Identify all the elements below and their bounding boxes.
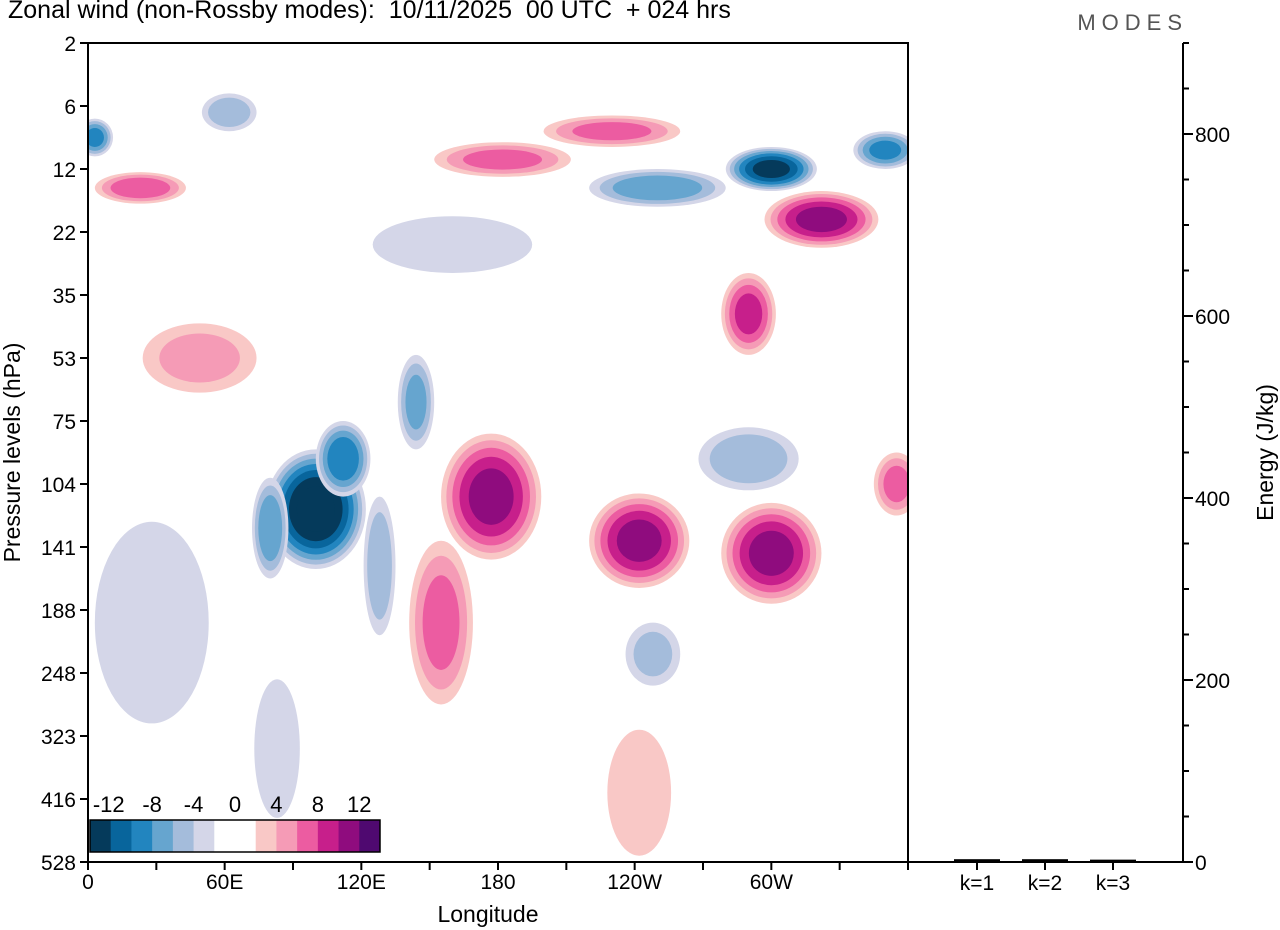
y-tick-label: 35 [53, 285, 76, 308]
colorbar-label: -8 [142, 792, 162, 817]
contour-field [88, 93, 908, 856]
colorbar-swatch [193, 820, 215, 852]
colorbar-swatch [338, 820, 360, 852]
energy-tick-label: 600 [1195, 306, 1230, 329]
x-tick-label: 60W [750, 871, 793, 894]
y-tick-label: 75 [53, 411, 76, 434]
contour-region [405, 374, 427, 430]
colorbar-frame [89, 819, 381, 853]
contour-region [88, 128, 104, 147]
contour-region [633, 631, 673, 677]
contour-region [795, 206, 847, 233]
contour-region [372, 216, 533, 273]
colorbar-label: 8 [312, 792, 324, 817]
x-tick-label: 180 [480, 871, 515, 894]
y-tick-label: 528 [41, 852, 76, 875]
y-tick-label: 323 [41, 726, 76, 749]
x-axis-label: Longitude [437, 901, 538, 927]
contour-region [883, 465, 908, 503]
energy-category-label: k=1 [960, 872, 994, 895]
y-tick-label: 53 [53, 348, 76, 371]
colorbar-swatch [235, 820, 257, 852]
colorbar-swatch [90, 820, 112, 852]
colorbar-label: 12 [347, 792, 371, 817]
contour-region [422, 575, 460, 670]
energy-category-label: k=2 [1028, 872, 1062, 895]
colorbar-swatch [172, 820, 195, 852]
energy-bar [954, 859, 1000, 862]
colorbar-swatch [255, 820, 277, 852]
y-tick-label: 22 [53, 222, 76, 245]
colorbar-swatch [359, 820, 381, 852]
contour-region [468, 468, 514, 525]
y-tick-label: 2 [64, 33, 76, 56]
contour-region [327, 436, 359, 481]
colorbar-swatch [317, 820, 340, 852]
energy-bar [1090, 859, 1136, 862]
contour-region [572, 122, 652, 141]
energy-tick-label: 800 [1195, 124, 1230, 147]
x-tick-label: 120E [337, 871, 386, 894]
contour-region [463, 149, 543, 170]
contour-region [296, 486, 335, 532]
colorbar-swatch [131, 820, 153, 852]
energy-tick-label: 400 [1195, 488, 1230, 511]
colorbar-swatch [110, 820, 132, 852]
energy-bar [1022, 859, 1068, 862]
contour-region [258, 495, 283, 562]
x-tick-label: 120W [607, 871, 662, 894]
y-axis-label: Pressure levels (hPa) [0, 343, 25, 563]
y-tick-label: 12 [53, 159, 76, 182]
contour-region [709, 434, 788, 484]
contour-region [159, 333, 240, 383]
y-tick-label: 141 [41, 537, 76, 560]
y-tick-label: 248 [41, 663, 76, 686]
contour-region [869, 140, 902, 160]
energy-tick-label: 200 [1195, 670, 1230, 693]
y-tick-label: 6 [64, 96, 76, 119]
x-tick-label: 0 [82, 871, 94, 894]
contour-region [616, 519, 662, 562]
energy-category-label: k=3 [1096, 872, 1130, 895]
y-tick-label: 416 [41, 789, 76, 812]
contour-region [607, 729, 672, 856]
contour-region [94, 521, 209, 724]
x-tick-label: 60E [206, 871, 243, 894]
contour-region [367, 512, 392, 620]
colorbar-swatch [152, 820, 174, 852]
colorbar-label: -12 [93, 792, 125, 817]
contour-region [748, 530, 794, 576]
contour-region [734, 293, 763, 335]
contour-region [110, 177, 171, 199]
energy-axis-label: Energy (J/kg) [1252, 384, 1278, 521]
y-tick-label: 104 [41, 474, 76, 497]
colorbar-label: 0 [229, 792, 241, 817]
y-tick-label: 188 [41, 600, 76, 623]
contour-region [208, 97, 251, 127]
contour-region [612, 175, 703, 201]
colorbar-label: 4 [270, 792, 282, 817]
modes-logo: MODES [1077, 10, 1188, 35]
colorbar-swatch [276, 820, 298, 852]
colorbar-swatch [297, 820, 319, 852]
contour-region [752, 159, 790, 179]
colorbar-label: -4 [184, 792, 204, 817]
energy-tick-label: 0 [1195, 852, 1207, 875]
contour-region [254, 679, 300, 818]
colorbar-swatch [214, 820, 236, 852]
chart-title: Zonal wind (non-Rossby modes): 10/11/202… [8, 0, 731, 24]
